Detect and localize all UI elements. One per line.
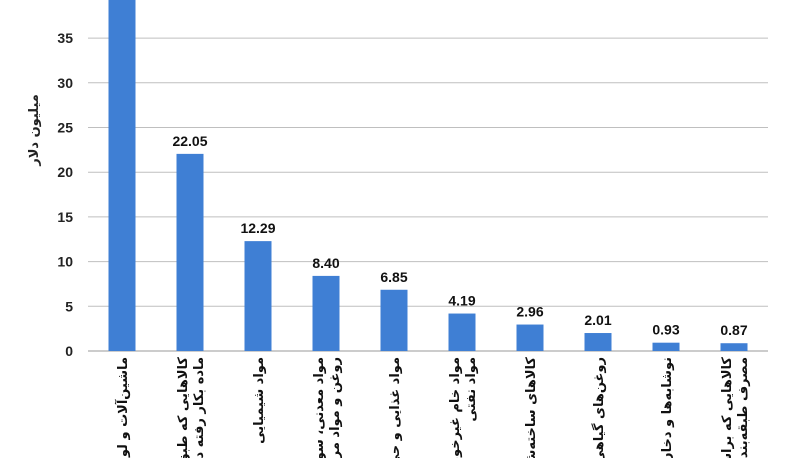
category-labels: ماشین‌آلات و لو کالاهایی که طبق ماده بکار …: [114, 357, 751, 458]
y-tick-label: 5: [65, 298, 73, 314]
bar: [720, 343, 748, 351]
category-label: کالاهایی که طبق ماده بکار رفته د: [176, 357, 207, 458]
category-label: نوشابه‌ها و دخان: [660, 357, 675, 458]
data-label: 22.05: [172, 133, 207, 149]
category-label-line: کالاهایی که طبق: [176, 357, 191, 458]
category-label-line: روغن و مواد مر: [328, 357, 343, 458]
y-tick-label: 0: [65, 343, 73, 359]
category-label-line: مواد غذایی و حی: [388, 357, 403, 458]
category-label-line: کالاهای ساخته‌ش: [524, 357, 539, 458]
bar: [244, 241, 272, 351]
data-label: 2.01: [584, 312, 611, 328]
bar: [516, 324, 544, 351]
y-tick-label: 25: [57, 120, 73, 136]
data-label: 4.19: [448, 293, 475, 309]
data-label: 2.96: [516, 304, 543, 320]
category-label: کالاهایی که براس مصرف طبقه‌بندی: [720, 357, 751, 458]
bar: [448, 313, 476, 351]
category-label-line: نوشابه‌ها و دخان: [660, 357, 675, 458]
y-tick-label: 30: [57, 75, 73, 91]
bar: [652, 342, 680, 351]
y-tick-label: 35: [57, 30, 73, 46]
bars: [108, 0, 748, 351]
y-tick-label: 15: [57, 209, 73, 225]
category-label: مواد معدنی، سو روغن و مواد مر: [312, 357, 343, 458]
category-label: مواد شیمیایی: [252, 357, 267, 444]
data-label: 0.93: [652, 322, 679, 338]
category-label: ماشین‌آلات و لو: [114, 357, 131, 458]
data-labels: 22.05 12.29 8.40 6.85 4.19 2.96 2.01 0.93 0.87: [172, 133, 747, 338]
bar: [176, 153, 204, 351]
category-label: مواد غذایی و حی: [388, 357, 403, 458]
category-label: کالاهای ساخته‌ش: [524, 357, 539, 458]
category-label-line: مواد شیمیایی: [252, 357, 267, 444]
bar: [312, 275, 340, 351]
category-label-line: مواد معدنی، سو: [312, 357, 327, 458]
data-label: 0.87: [720, 322, 747, 338]
y-axis-label: میلیون دلار: [27, 94, 42, 167]
category-label-line: مصرف طبقه‌بندی: [736, 357, 751, 458]
category-label: مواد خام غیرخور مواد نفتی: [448, 357, 479, 458]
data-label: 6.85: [380, 269, 407, 285]
bar: [584, 333, 612, 351]
category-label-line: ماده بکار رفته د: [192, 357, 207, 458]
category-label-line: ماشین‌آلات و لو: [114, 357, 131, 458]
bar: [380, 289, 408, 351]
data-label: 12.29: [240, 220, 275, 236]
category-label: روغن‌های گیاهی: [591, 357, 607, 458]
y-axis-ticks: 0 5 10 15 20 25 30 35: [57, 30, 73, 359]
category-label-line: مواد نفتی: [464, 357, 479, 422]
category-label-line: روغن‌های گیاهی: [591, 357, 607, 458]
category-label-line: کالاهایی که براس: [720, 357, 735, 458]
data-label: 8.40: [312, 255, 339, 271]
y-tick-label: 10: [57, 254, 73, 270]
y-tick-label: 20: [57, 164, 73, 180]
category-label-line: مواد خام غیرخور: [448, 357, 463, 458]
bar: [108, 0, 136, 351]
